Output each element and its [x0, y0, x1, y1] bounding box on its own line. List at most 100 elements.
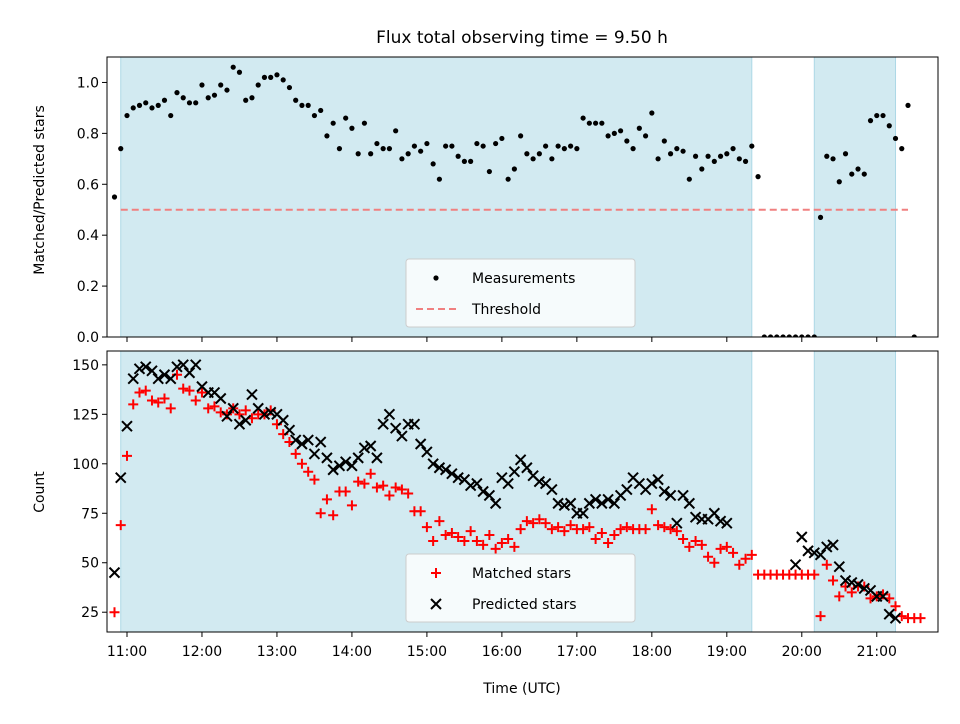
measurement-point	[717, 153, 724, 159]
measurement-point	[905, 102, 911, 108]
matched-stars-point	[240, 405, 251, 416]
matched-stars-point	[559, 526, 570, 537]
predicted-stars-point	[808, 547, 820, 559]
predicted-stars-point	[802, 545, 814, 557]
measurement-point	[305, 102, 311, 108]
predicted-stars-point	[421, 446, 433, 458]
measurement-point	[249, 95, 255, 101]
predicted-stars-point	[414, 438, 427, 450]
predicted-stars-point	[433, 462, 446, 474]
matched-stars-point	[478, 539, 489, 550]
measurement-point	[630, 146, 636, 152]
predicted-stars-point	[589, 493, 602, 506]
predicted-stars-point	[427, 458, 439, 470]
y-axis-label: Count	[32, 471, 48, 513]
predicted-stars-point	[227, 402, 239, 415]
measurement-point	[586, 120, 592, 126]
predicted-stars-point	[377, 418, 389, 430]
y-tick-label: 0.8	[77, 126, 99, 142]
matched-stars-point	[390, 482, 401, 493]
measurement-point	[518, 133, 524, 139]
legend-measurement-swatch	[433, 275, 439, 281]
matched-stars-point	[290, 448, 301, 459]
y-tick-label: 0.2	[77, 279, 99, 295]
x-tick-label: 15:00	[407, 644, 447, 660]
data-layer	[111, 64, 917, 337]
predicted-stars-point	[358, 442, 371, 454]
matched-stars-point	[540, 518, 551, 529]
panel-count: 25 50 75 100 125 150 11:00 12:00 13:00 14:00 15:00…	[32, 350, 939, 660]
measurement-point	[474, 140, 480, 147]
y-axis-label: Matched/Predicted stars	[32, 105, 48, 275]
y-tick-label: 0.6	[77, 177, 99, 193]
x-tick-label: 11:00	[107, 644, 147, 660]
matched-stars-point	[309, 474, 320, 485]
predicted-stars-point	[552, 497, 564, 510]
predicted-stars-point	[596, 497, 608, 510]
measurement-point	[674, 146, 680, 152]
measurement-point	[661, 138, 667, 144]
predicted-stars-point	[514, 454, 527, 466]
predicted-stars-point	[177, 359, 189, 371]
predicted-stars-point	[602, 493, 614, 506]
predicted-stars-point	[352, 452, 364, 464]
matched-stars-point	[721, 541, 732, 552]
measurement-point	[799, 334, 805, 337]
measurement-point	[186, 100, 193, 106]
matched-stars-point	[234, 409, 245, 420]
measurement-point	[480, 143, 486, 149]
y-tick-label: 75	[81, 506, 99, 522]
matched-stars-point	[315, 508, 326, 519]
matched-stars-point	[340, 486, 351, 497]
measurement-point	[617, 128, 624, 134]
measurement-point	[461, 158, 467, 164]
predicted-stars-point	[258, 408, 271, 421]
measurement-point	[524, 151, 530, 157]
predicted-stars-point	[383, 408, 396, 421]
predicted-stars-point	[546, 483, 558, 496]
matched-stars-point	[584, 522, 595, 533]
y-tick-label: 0.4	[77, 228, 99, 244]
measurement-point	[855, 166, 861, 172]
matched-stars-point	[828, 575, 839, 586]
matched-stars-point	[596, 528, 607, 539]
matched-stars-point	[578, 524, 589, 535]
measurement-point	[218, 82, 224, 88]
predicted-stars-point	[171, 361, 183, 373]
measurement-point	[280, 77, 286, 83]
predicted-stars-point	[221, 410, 233, 423]
measurement-point	[443, 143, 449, 149]
measurement-point	[711, 158, 717, 164]
x-tick-label: 17:00	[557, 644, 597, 660]
measurement-point	[124, 112, 130, 119]
matched-stars-point	[378, 480, 389, 491]
measurement-point	[824, 153, 830, 159]
predicted-stars-point	[477, 485, 489, 498]
predicted-stars-point	[133, 363, 146, 375]
measurement-point	[318, 107, 324, 114]
measurement-point	[299, 102, 305, 108]
matched-stars-point	[653, 520, 664, 531]
measurement-point	[399, 156, 405, 162]
predicted-stars-point	[346, 460, 358, 472]
predicted-stars-point	[146, 365, 158, 377]
matched-stars-point	[659, 522, 670, 533]
y-tick-label: 125	[72, 407, 99, 423]
matched-stars-point	[728, 547, 739, 558]
predicted-stars-point	[127, 372, 139, 385]
x-tick-label: 14:00	[332, 644, 372, 660]
predicted-stars-point	[714, 515, 727, 527]
matched-stars-point	[328, 510, 339, 521]
matched-stars-point	[415, 506, 426, 517]
matched-stars-point	[471, 535, 482, 546]
data-layer	[108, 359, 926, 624]
predicted-stars-point	[233, 418, 246, 430]
predicted-stars-point	[839, 574, 852, 587]
measurement-point	[830, 156, 836, 162]
measurement-point	[774, 334, 780, 337]
measurement-point	[311, 112, 318, 119]
matched-stars-point	[890, 601, 901, 612]
matched-stars-point	[703, 551, 714, 562]
predicted-stars-point	[333, 460, 346, 472]
measurement-point	[374, 140, 380, 147]
